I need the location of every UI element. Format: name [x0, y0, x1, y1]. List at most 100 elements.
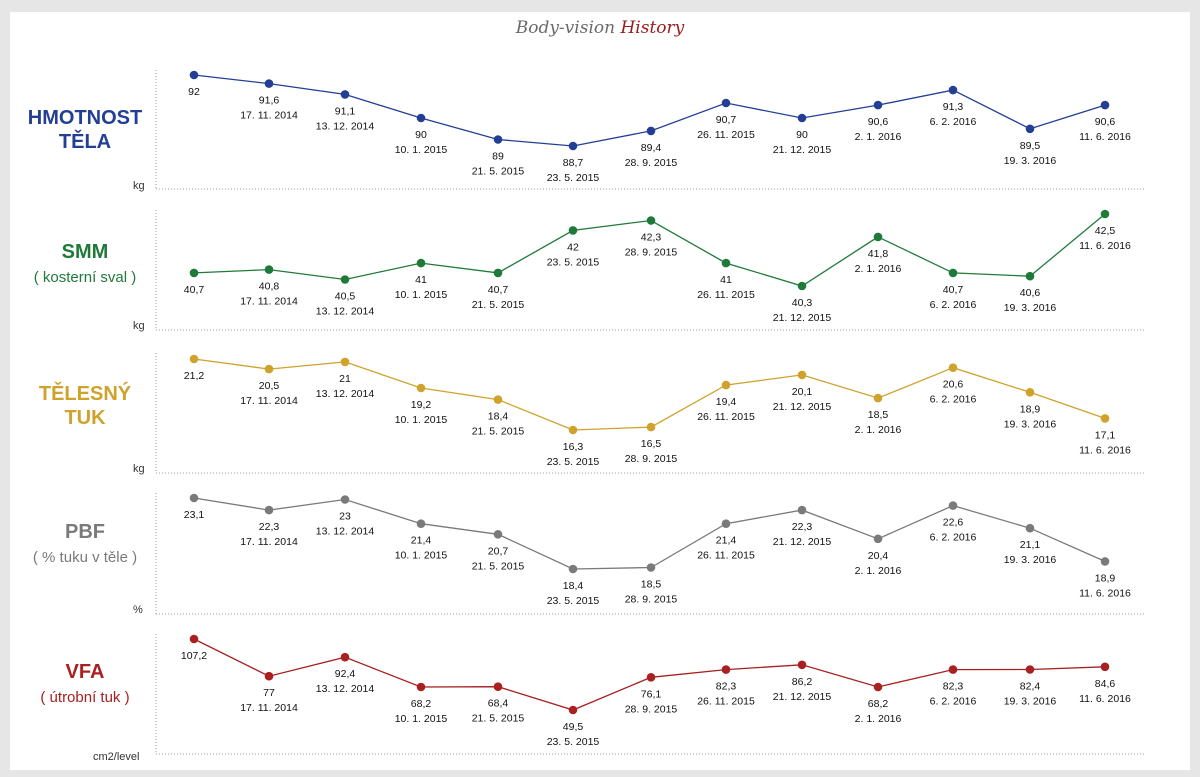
weight-value-label-4: 89 [492, 151, 504, 163]
pbf-date-label-4: 21. 5. 2015 [472, 560, 525, 572]
fat-value-label-7: 19,4 [716, 396, 737, 408]
weight-point-11 [1025, 124, 1035, 134]
smm-value-label-4: 40,7 [488, 284, 509, 296]
smm-date-label-6: 28. 9. 2015 [625, 247, 678, 259]
weight-point-5 [568, 141, 578, 151]
weight-value-label-0: 92 [188, 86, 200, 98]
vfa-date-label-4: 21. 5. 2015 [472, 713, 525, 725]
smm-point-1 [264, 265, 274, 274]
fat-value-label-2: 21 [339, 373, 351, 385]
weight-point-8 [797, 113, 807, 123]
fat-point-9 [873, 393, 883, 403]
smm-date-label-9: 2. 1. 2016 [855, 263, 902, 275]
weight-point-6 [646, 126, 656, 136]
pbf-value-label-4: 20,7 [488, 545, 509, 557]
vfa-value-label-11: 82,4 [1020, 681, 1041, 693]
smm-date-label-2: 13. 12. 2014 [316, 306, 375, 318]
vfa-value-label-3: 68,2 [411, 698, 432, 710]
vfa-date-label-8: 21. 12. 2015 [773, 691, 832, 703]
panel-label-vfa: VFA ( útrobní tuk ) [10, 660, 160, 708]
vfa-value-label-6: 76,1 [641, 688, 662, 700]
vfa-date-label-12: 11. 6. 2016 [1079, 693, 1131, 705]
smm-point-7 [721, 258, 731, 268]
weight-date-label-9: 2. 1. 2016 [855, 131, 902, 143]
smm-date-label-5: 23. 5. 2015 [547, 256, 600, 268]
vfa-date-label-9: 2. 1. 2016 [855, 713, 902, 725]
vfa-point-1 [264, 671, 274, 681]
weight-value-label-11: 89,5 [1020, 140, 1041, 152]
fat-point-3 [416, 383, 426, 393]
pbf-point-8 [797, 505, 807, 515]
smm-point-8 [797, 281, 807, 291]
fat-point-8 [797, 370, 807, 380]
vfa-value-label-1: 77 [263, 687, 275, 699]
vfa-point-0 [189, 634, 199, 644]
pbf-value-label-10: 22,6 [943, 517, 964, 529]
vfa-date-label-3: 10. 1. 2015 [395, 713, 448, 725]
fat-date-label-8: 21. 12. 2015 [773, 401, 832, 413]
panel-label-smm: SMM ( kosterní sval ) [10, 240, 160, 288]
pbf-value-label-3: 21,4 [411, 535, 432, 547]
fat-point-6 [646, 422, 656, 432]
weight-date-label-2: 13. 12. 2014 [316, 120, 375, 132]
vfa-value-label-0: 107,2 [181, 650, 207, 662]
vfa-value-label-5: 49,5 [563, 721, 584, 733]
weight-value-label-9: 90,6 [868, 116, 889, 128]
weight-value-label-6: 89,4 [641, 142, 662, 154]
fat-value-label-1: 20,5 [259, 380, 280, 392]
fat-date-label-6: 28. 9. 2015 [625, 453, 678, 465]
vfa-date-label-7: 26. 11. 2015 [697, 696, 755, 708]
fat-value-label-8: 20,1 [792, 386, 813, 398]
vfa-value-label-7: 82,3 [716, 681, 737, 693]
fat-point-5 [568, 425, 578, 435]
vfa-value-label-10: 82,3 [943, 681, 964, 693]
fat-value-label-9: 18,5 [868, 409, 889, 421]
pbf-point-2 [340, 495, 350, 504]
weight-point-12 [1100, 100, 1110, 110]
fat-point-0 [189, 354, 199, 364]
fat-value-label-11: 18,9 [1020, 403, 1041, 415]
fat-date-label-2: 13. 12. 2014 [316, 388, 375, 400]
smm-point-10 [948, 268, 958, 278]
fat-value-label-0: 21,2 [184, 370, 205, 382]
smm-value-label-9: 41,8 [868, 248, 889, 260]
pbf-date-label-2: 13. 12. 2014 [316, 526, 375, 538]
weight-point-3 [416, 113, 426, 123]
weight-point-0 [189, 70, 199, 80]
panel-label-pbf: PBF ( % tuku v těle ) [10, 520, 160, 568]
pbf-point-12 [1100, 557, 1110, 566]
fat-date-label-11: 19. 3. 2016 [1004, 418, 1057, 430]
fat-point-11 [1025, 388, 1035, 397]
weight-value-label-10: 91,3 [943, 101, 964, 113]
smm-value-label-11: 40,6 [1020, 287, 1041, 299]
fat-value-label-5: 16,3 [563, 441, 584, 453]
smm-value-label-1: 40,8 [259, 281, 280, 293]
weight-point-7 [721, 98, 731, 108]
smm-value-label-7: 41 [720, 274, 732, 286]
fat-point-12 [1100, 414, 1110, 423]
panel-label-fat-line2: TUK [64, 407, 106, 429]
panel-label-smm-sub: ( kosterní sval ) [33, 269, 137, 286]
pbf-point-11 [1025, 523, 1035, 533]
weight-point-1 [264, 79, 274, 88]
fat-date-label-3: 10. 1. 2015 [395, 414, 448, 426]
fat-date-label-5: 23. 5. 2015 [547, 456, 600, 468]
fat-date-label-9: 2. 1. 2016 [855, 424, 902, 436]
pbf-date-label-8: 21. 12. 2015 [773, 536, 832, 548]
pbf-date-label-11: 19. 3. 2016 [1004, 554, 1057, 566]
weight-value-label-3: 90 [415, 129, 427, 141]
pbf-value-label-2: 23 [339, 511, 351, 523]
panel-label-pbf-sub: ( % tuku v těle ) [32, 549, 138, 566]
vfa-point-7 [721, 665, 731, 674]
vfa-date-label-10: 6. 2. 2016 [930, 696, 977, 708]
pbf-date-label-3: 10. 1. 2015 [395, 550, 448, 562]
vfa-point-5 [568, 705, 578, 715]
smm-point-6 [646, 216, 656, 225]
pbf-date-label-5: 23. 5. 2015 [547, 595, 600, 607]
smm-date-label-8: 21. 12. 2015 [773, 312, 832, 324]
smm-value-label-12: 42,5 [1095, 225, 1116, 237]
vfa-point-2 [340, 652, 350, 662]
vfa-date-label-6: 28. 9. 2015 [625, 703, 678, 715]
pbf-value-label-7: 21,4 [716, 535, 737, 547]
